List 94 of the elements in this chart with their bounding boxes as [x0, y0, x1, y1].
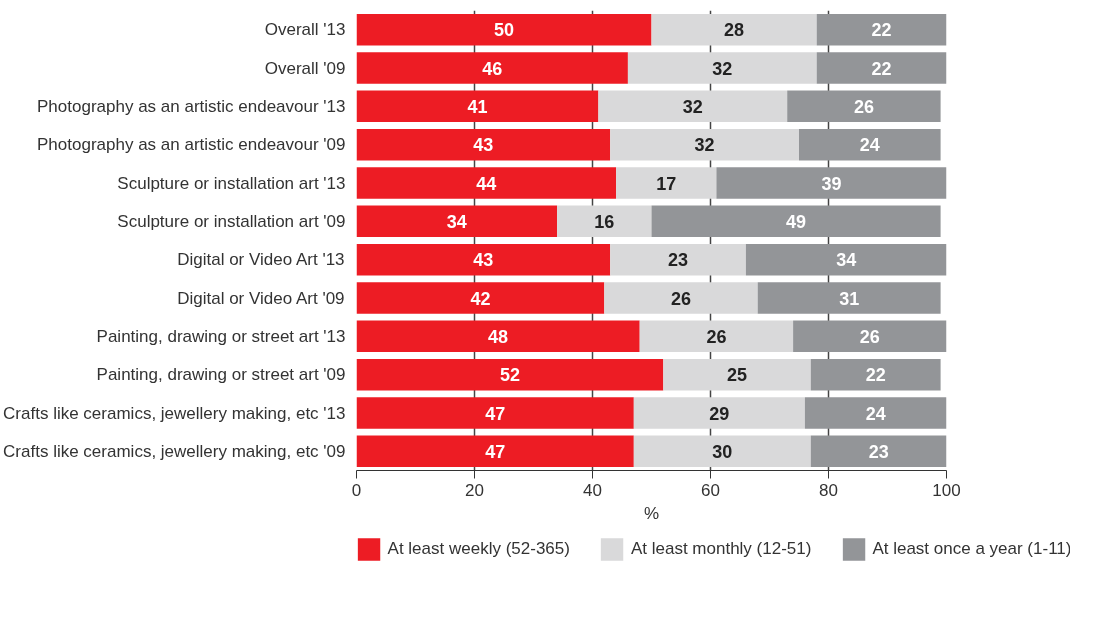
- bar: [810, 435, 947, 468]
- data-label: 22: [871, 58, 892, 79]
- data-label: 34: [446, 211, 467, 232]
- y-tick-label: Painting, drawing or street art '13: [96, 326, 346, 346]
- data-label: 26: [853, 96, 874, 117]
- data-label: 32: [694, 135, 715, 156]
- bar: [356, 167, 617, 199]
- bar: [633, 397, 805, 429]
- y-tick-label: Photography as an artistic endeavour '09: [37, 135, 346, 155]
- bar: [799, 128, 941, 161]
- bar: [610, 128, 799, 161]
- data-label: 29: [709, 403, 730, 424]
- bar: [356, 435, 634, 468]
- y-tick-label: Overall '09: [264, 58, 346, 78]
- data-label: 47: [485, 441, 506, 462]
- legend-label: At least once a year (1-11): [872, 539, 1071, 559]
- data-label: 43: [473, 250, 494, 271]
- data-label: 26: [859, 326, 880, 347]
- legend-label: At least monthly (12-51): [630, 539, 812, 559]
- data-label: 43: [473, 135, 494, 156]
- bar: [816, 13, 947, 46]
- bar: [356, 397, 634, 429]
- bar: [810, 358, 941, 391]
- data-label: 47: [485, 403, 506, 424]
- bar: [557, 205, 652, 238]
- y-tick-label: Crafts like ceramics, jewellery making, etc '13: [3, 403, 346, 423]
- bar: [610, 243, 746, 276]
- bar: [816, 52, 947, 84]
- bar: [663, 358, 811, 391]
- bar: [356, 128, 611, 161]
- y-tick-label: Overall '13: [264, 20, 346, 40]
- data-label: 49: [786, 211, 807, 232]
- data-label: 41: [467, 96, 488, 117]
- x-tick-label: 40: [583, 480, 602, 500]
- data-label: 22: [865, 365, 886, 386]
- data-label: 26: [706, 326, 727, 347]
- data-label: 42: [470, 288, 491, 309]
- bar: [633, 435, 811, 468]
- data-label: 50: [493, 20, 515, 41]
- bar: [356, 52, 628, 84]
- data-label: 22: [871, 20, 892, 41]
- x-tick-label: 80: [819, 480, 838, 500]
- y-tick-label: Digital or Video Art '09: [177, 288, 345, 308]
- legend-label: At least weekly (52-365): [387, 539, 570, 559]
- x-tick-label: 20: [465, 480, 484, 500]
- data-label: 44: [476, 173, 497, 194]
- y-tick-label: Sculpture or installation art '09: [117, 211, 346, 231]
- data-label: 25: [727, 365, 748, 386]
- data-label: 39: [821, 173, 842, 194]
- data-label: 32: [712, 58, 733, 79]
- bar: [356, 205, 558, 238]
- data-label: 17: [656, 173, 677, 194]
- data-label: 23: [668, 250, 689, 271]
- bar: [651, 13, 817, 46]
- bar: [356, 358, 664, 391]
- bar: [356, 13, 652, 46]
- data-label: 24: [865, 403, 886, 424]
- bar: [793, 320, 947, 353]
- data-label: 46: [482, 58, 503, 79]
- y-tick-label: Sculpture or installation art '13: [117, 173, 346, 193]
- data-label: 28: [724, 20, 745, 41]
- data-label: 26: [670, 288, 692, 309]
- data-label: 30: [712, 441, 733, 462]
- data-label: 48: [488, 326, 509, 347]
- bar: [356, 282, 605, 314]
- data-label: 31: [839, 288, 860, 309]
- bar: [757, 282, 941, 314]
- bar: [804, 397, 947, 429]
- data-label: 24: [859, 135, 880, 156]
- bar: [356, 90, 599, 123]
- bar: [627, 52, 817, 84]
- bar: [787, 90, 941, 123]
- bar: [616, 167, 717, 199]
- bar: [604, 282, 758, 314]
- data-label: 32: [682, 96, 703, 117]
- data-label: 52: [499, 365, 520, 386]
- bar: [716, 167, 947, 199]
- data-label: 23: [868, 441, 889, 462]
- x-tick-label: 0: [351, 480, 362, 500]
- bar: [651, 205, 941, 238]
- bar: [745, 243, 947, 276]
- bar: [356, 320, 640, 353]
- x-tick-label: 60: [701, 480, 720, 500]
- y-tick-label: Painting, drawing or street art '09: [96, 365, 346, 385]
- x-axis-title: %: [643, 503, 660, 523]
- data-label: 34: [836, 250, 857, 271]
- bar: [356, 243, 611, 276]
- bar: [639, 320, 794, 353]
- x-tick-label: 100: [932, 480, 961, 500]
- bar: [598, 90, 788, 123]
- y-tick-label: Crafts like ceramics, jewellery making, etc '09: [3, 441, 346, 461]
- y-tick-label: Photography as an artistic endeavour '13: [37, 96, 346, 116]
- data-label: 16: [594, 211, 615, 232]
- y-tick-label: Digital or Video Art '13: [177, 250, 345, 270]
